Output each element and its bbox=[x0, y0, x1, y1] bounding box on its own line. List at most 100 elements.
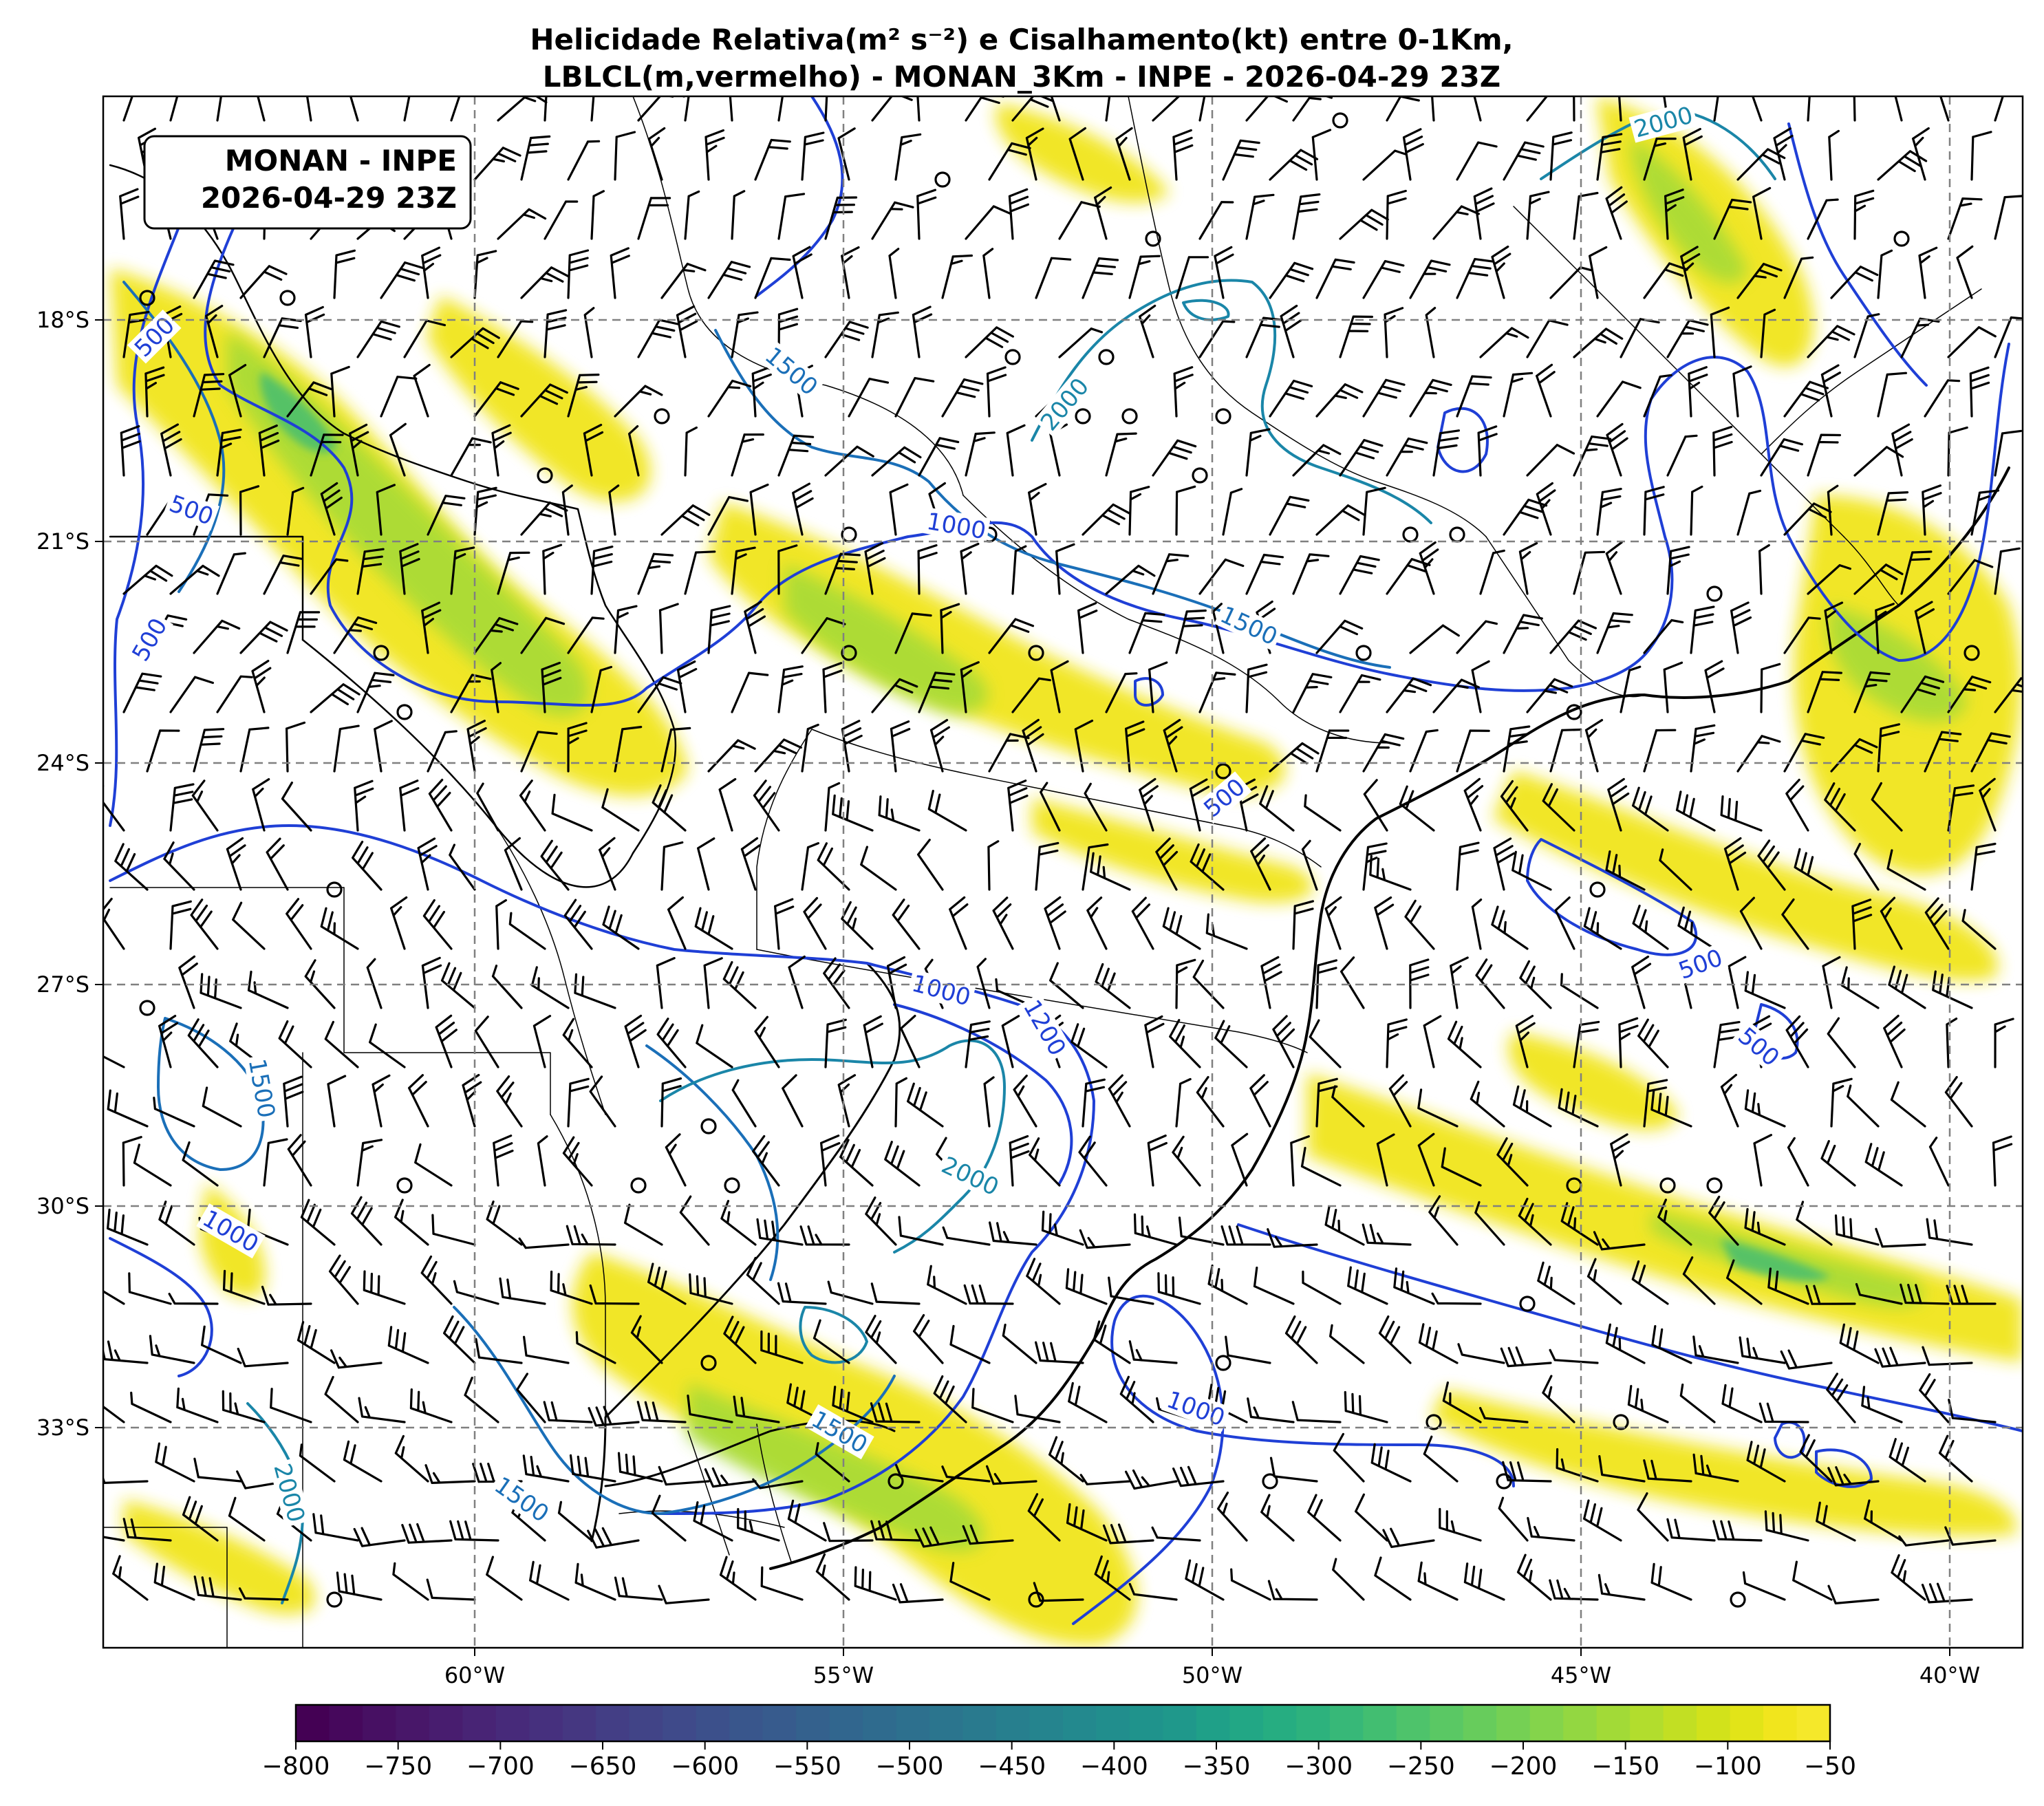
wind-barb bbox=[1245, 96, 1293, 122]
wind-barb bbox=[823, 957, 850, 1009]
wind-barb bbox=[1830, 738, 1878, 773]
wind-barb bbox=[574, 1562, 616, 1601]
wind-barb bbox=[1787, 1137, 1809, 1187]
wind-barb bbox=[660, 727, 691, 773]
wind-barb bbox=[1736, 263, 1783, 299]
wind-barb bbox=[1744, 971, 1786, 1009]
wind-barb bbox=[898, 1216, 944, 1246]
wind-barb bbox=[1758, 544, 1770, 595]
wind-barb bbox=[403, 319, 447, 358]
wind-barb bbox=[440, 962, 476, 1009]
wind-barb bbox=[610, 247, 630, 299]
wind-barb bbox=[756, 1218, 804, 1246]
wind-barb bbox=[1542, 783, 1575, 832]
wind-barb bbox=[287, 1134, 312, 1187]
wind-barb bbox=[1807, 564, 1851, 595]
wind-barb bbox=[1192, 959, 1225, 1009]
wind-barb bbox=[537, 1135, 548, 1187]
wind-barb bbox=[1739, 1336, 1786, 1364]
wind-barb bbox=[251, 660, 272, 713]
wind-barb bbox=[894, 133, 922, 181]
wind-barb bbox=[918, 437, 960, 477]
wind-barb bbox=[871, 201, 914, 240]
wind-barb bbox=[356, 671, 395, 713]
wind-barb bbox=[1961, 909, 1997, 950]
wind-barb bbox=[731, 433, 764, 477]
calm-wind-circle bbox=[1730, 1591, 1746, 1608]
wind-barb bbox=[1041, 1210, 1084, 1246]
wind-barb bbox=[1618, 1017, 1639, 1068]
wind-barb bbox=[1119, 1375, 1154, 1423]
colorbar-cell bbox=[1363, 1705, 1397, 1741]
wind-barb bbox=[499, 1277, 546, 1305]
wind-barb bbox=[1269, 495, 1310, 536]
wind-barb bbox=[1890, 1081, 1926, 1128]
wind-barb bbox=[216, 552, 246, 595]
colorbar-ticks: −800 −750 −700 −650 −600 −550 −500 −450 −400 −350… bbox=[262, 1741, 1856, 1781]
wind-barb bbox=[1853, 563, 1904, 595]
wind-barb bbox=[286, 721, 306, 773]
wind-barb bbox=[1922, 484, 1942, 536]
wind-barb bbox=[516, 1373, 546, 1423]
wind-barb bbox=[676, 660, 698, 713]
wind-barb bbox=[1198, 671, 1236, 713]
wind-barb bbox=[1839, 1323, 1880, 1364]
wind-barb bbox=[1163, 718, 1183, 773]
coastline bbox=[769, 466, 2010, 1570]
wind-barb bbox=[1471, 899, 1483, 950]
wind-barb bbox=[916, 96, 921, 122]
wind-barb bbox=[1245, 663, 1268, 713]
wind-barb bbox=[960, 661, 980, 713]
wind-barb bbox=[1214, 1020, 1248, 1068]
wind-barb bbox=[1050, 96, 1061, 122]
wind-barb bbox=[1994, 547, 2021, 595]
wind-barb bbox=[731, 1079, 757, 1128]
wind-barb bbox=[1207, 1264, 1248, 1305]
wind-barb bbox=[1820, 364, 1841, 418]
colorbar-cell bbox=[1262, 1705, 1298, 1741]
wind-barb bbox=[1386, 96, 1420, 122]
wind-barb bbox=[182, 1141, 219, 1187]
wind-barb bbox=[1713, 198, 1752, 240]
colorbar-tick-label: −250 bbox=[1387, 1752, 1455, 1781]
lon-label-50w: 50°W bbox=[1182, 1662, 1242, 1688]
wind-barb bbox=[1573, 327, 1624, 358]
wind-barb bbox=[300, 1198, 336, 1246]
wind-barb bbox=[927, 1265, 967, 1305]
wind-barb bbox=[1066, 1503, 1108, 1542]
wind-barb bbox=[599, 837, 616, 891]
wind-barb bbox=[138, 127, 160, 181]
wind-barb bbox=[486, 1556, 523, 1601]
colorbar: −800 −750 −700 −650 −600 −550 −500 −450 −400 −350… bbox=[262, 1703, 1856, 1781]
wind-barb bbox=[1751, 96, 1763, 122]
wind-barb bbox=[541, 661, 562, 713]
colorbar-cell bbox=[796, 1705, 830, 1741]
argentina-province-6 bbox=[495, 825, 606, 1115]
colorbar-cell bbox=[1796, 1705, 1831, 1741]
wind-barb bbox=[122, 672, 162, 713]
wind-barb bbox=[149, 1335, 195, 1364]
wind-barb bbox=[1783, 380, 1829, 418]
wind-barb bbox=[1269, 379, 1313, 418]
wind-barb bbox=[1247, 1397, 1295, 1423]
wind-barb bbox=[1560, 1202, 1599, 1246]
wind-barb bbox=[589, 1284, 640, 1305]
wind-barb bbox=[1267, 1228, 1318, 1248]
shade-band-far-southwest bbox=[124, 1500, 315, 1615]
wind-barb bbox=[205, 305, 224, 358]
wind-barb bbox=[1853, 671, 1891, 713]
wind-barb bbox=[1994, 1018, 2014, 1068]
wind-barb bbox=[1409, 958, 1430, 1009]
wind-barb bbox=[1144, 1015, 1165, 1068]
wind-barb bbox=[1214, 246, 1234, 299]
wind-barb bbox=[356, 320, 400, 358]
uruguay-dept-2 bbox=[756, 1423, 792, 1562]
wind-barb bbox=[731, 546, 756, 595]
wind-barb bbox=[1830, 266, 1879, 299]
wind-barb bbox=[1315, 504, 1366, 536]
wind-barb bbox=[1009, 1135, 1030, 1187]
wind-barb bbox=[1172, 129, 1194, 181]
argentina-province-4 bbox=[103, 1527, 228, 1648]
wind-barb bbox=[1726, 1259, 1763, 1305]
wind-barb bbox=[1309, 1019, 1342, 1068]
